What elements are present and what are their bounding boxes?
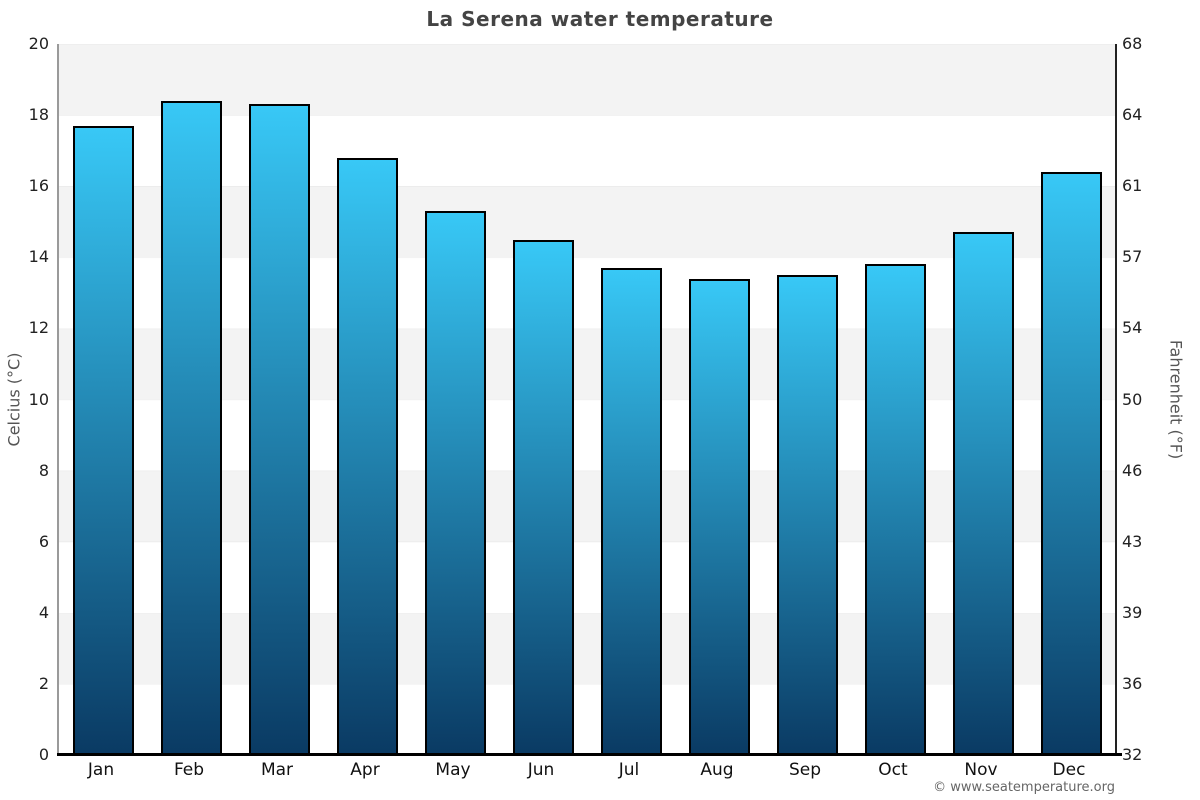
x-axis-labels: Jan Feb Mar Apr May Jun Jul Aug Sep Oct Nov Dec [57,760,1113,784]
bar-slot [1027,44,1115,755]
y-tick-fahrenheit-46: 46 [1122,460,1143,480]
x-tick-label-dec: Dec [1052,760,1086,780]
y-tick-fahrenheit-36: 36 [1122,673,1143,693]
x-tick-label-aug: Aug [700,760,734,780]
x-tick-label-oct: Oct [878,760,908,780]
y-tick-celsius-16: 16 [28,176,49,196]
y-tick-fahrenheit-64: 64 [1122,105,1143,125]
chart-title: La Serena water temperature [426,7,774,31]
bar-slot [851,44,939,755]
y-tick-fahrenheit-54: 54 [1122,318,1143,338]
y-tick-celsius-12: 12 [28,318,49,338]
bar-may [424,211,486,755]
bar-nov [952,232,1014,755]
y-tick-fahrenheit-32: 32 [1122,745,1143,764]
y-tick-fahrenheit-39: 39 [1122,602,1143,622]
y-tick-celsius-18: 18 [28,105,49,125]
bar-jun [512,239,574,755]
bar-slot [763,44,851,755]
y-tick-fahrenheit-57: 57 [1122,247,1143,267]
y-tick-fahrenheit-61: 61 [1122,176,1143,196]
y-axis-title-fahrenheit: Fahrenheit (°F) [1166,339,1186,460]
y-tick-fahrenheit-68: 68 [1122,34,1143,53]
bar-oct [864,264,926,755]
x-axis-line [57,753,1122,756]
bar-slot [675,44,763,755]
y-tick-celsius-20: 20 [28,34,49,53]
x-tick-label-jun: Jun [527,760,555,780]
x-tick-label-sep: Sep [788,760,822,780]
y-tick-celsius-14: 14 [28,247,49,267]
bar-slot [323,44,411,755]
x-tick-label-feb: Feb [173,760,205,780]
x-tick-label-apr: Apr [350,760,380,780]
bar-slot [147,44,235,755]
y-tick-celsius-6: 6 [38,531,49,551]
x-tick-label-nov: Nov [964,760,998,780]
bar-slot [411,44,499,755]
watermark-credit: © www.seatemperature.org [933,780,1115,795]
bar-apr [336,157,398,755]
bar-slot [499,44,587,755]
bar-slot [939,44,1027,755]
y-tick-celsius-0: 0 [38,745,49,764]
y-tick-celsius-10: 10 [28,389,49,409]
x-tick-label-may: May [435,760,471,780]
bar-series [59,44,1115,755]
bar-feb [160,100,222,755]
bar-mar [248,104,310,755]
y-tick-celsius-8: 8 [38,460,49,480]
bar-jan [72,125,134,755]
bar-aug [688,278,750,755]
bar-slot [587,44,675,755]
bar-jul [600,268,662,755]
y-tick-fahrenheit-43: 43 [1122,531,1143,551]
bar-slot [235,44,323,755]
y-tick-celsius-2: 2 [38,673,49,693]
y-axis-title-celsius: Celcius (°C) [4,352,24,447]
x-tick-label-jul: Jul [618,760,640,780]
bar-dec [1040,172,1102,755]
x-tick-label-mar: Mar [260,760,294,780]
y-tick-celsius-4: 4 [38,602,49,622]
plot-area [57,44,1117,755]
y-tick-fahrenheit-50: 50 [1122,389,1143,409]
x-tick-label-jan: Jan [87,760,115,780]
bar-sep [776,275,838,755]
bar-slot [59,44,147,755]
